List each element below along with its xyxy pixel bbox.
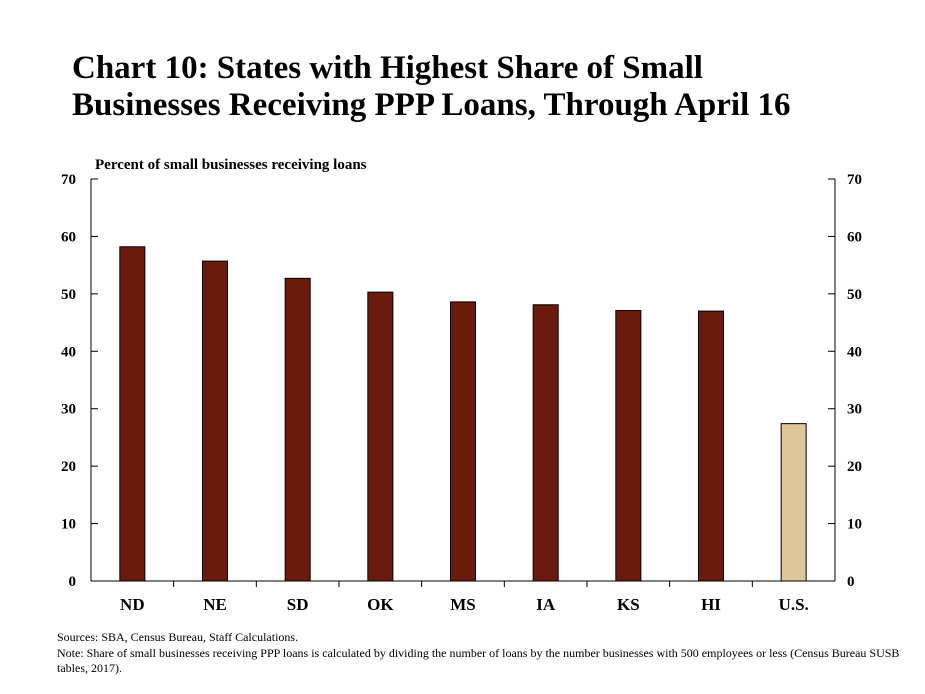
- y-tick-label-right: 0: [847, 574, 855, 590]
- bar: [367, 291, 394, 582]
- bar: [119, 246, 146, 582]
- y-tick-label-right: 30: [847, 402, 862, 418]
- bar: [698, 310, 724, 582]
- chart-title-line-1: Chart 10: States with Highest Share of S…: [72, 50, 703, 86]
- x-tick-label: KS: [617, 595, 640, 614]
- y-tick-label-left: 60: [61, 229, 76, 245]
- axis-ticks: 0 0 10 10 20 20 30 30 40 40 50 50 60 60 70 70 ND NE SD OK MS…: [61, 172, 862, 614]
- x-tick-label: NE: [203, 595, 227, 614]
- x-tick-label: SD: [287, 595, 309, 614]
- x-tick-label: HI: [701, 595, 721, 614]
- y-tick-label-left: 50: [61, 287, 76, 303]
- y-tick-label-left: 10: [61, 517, 76, 533]
- x-tick-label: U.S.: [779, 595, 809, 614]
- bar: [450, 301, 476, 582]
- y-tick-label-right: 70: [847, 172, 862, 188]
- y-tick-label-right: 50: [847, 287, 862, 303]
- note-text: Note: Share of small businesses receivin…: [57, 645, 900, 676]
- bar: [532, 304, 559, 582]
- y-axis-label: Percent of small businesses receiving lo…: [95, 157, 367, 173]
- y-tick-label-right: 60: [847, 229, 862, 245]
- bar: [202, 260, 228, 582]
- y-tick-label-left: 70: [61, 172, 76, 188]
- sources-text: Sources: SBA, Census Bureau, Staff Calcu…: [57, 630, 299, 644]
- chart-title-line-2: Businesses Receiving PPP Loans, Through …: [72, 87, 791, 123]
- y-tick-label-left: 0: [69, 574, 77, 590]
- bars: [119, 246, 807, 582]
- chart-notes: Sources: SBA, Census Bureau, Staff Calcu…: [57, 630, 907, 677]
- y-tick-label-right: 20: [847, 459, 862, 475]
- x-tick-label: IA: [536, 595, 556, 614]
- x-tick-label: ND: [120, 595, 145, 614]
- bar: [615, 310, 642, 582]
- y-tick-label-left: 30: [61, 402, 76, 418]
- x-tick-label: OK: [367, 595, 394, 614]
- chart-title: Chart 10: States with Highest Share of S…: [72, 50, 912, 124]
- y-tick-label-left: 40: [61, 344, 76, 360]
- y-tick-label-left: 20: [61, 459, 76, 475]
- y-tick-label-right: 40: [847, 344, 862, 360]
- bar: [284, 277, 311, 582]
- y-tick-label-right: 10: [847, 517, 862, 533]
- x-tick-label: MS: [450, 595, 476, 614]
- bar: [780, 423, 807, 582]
